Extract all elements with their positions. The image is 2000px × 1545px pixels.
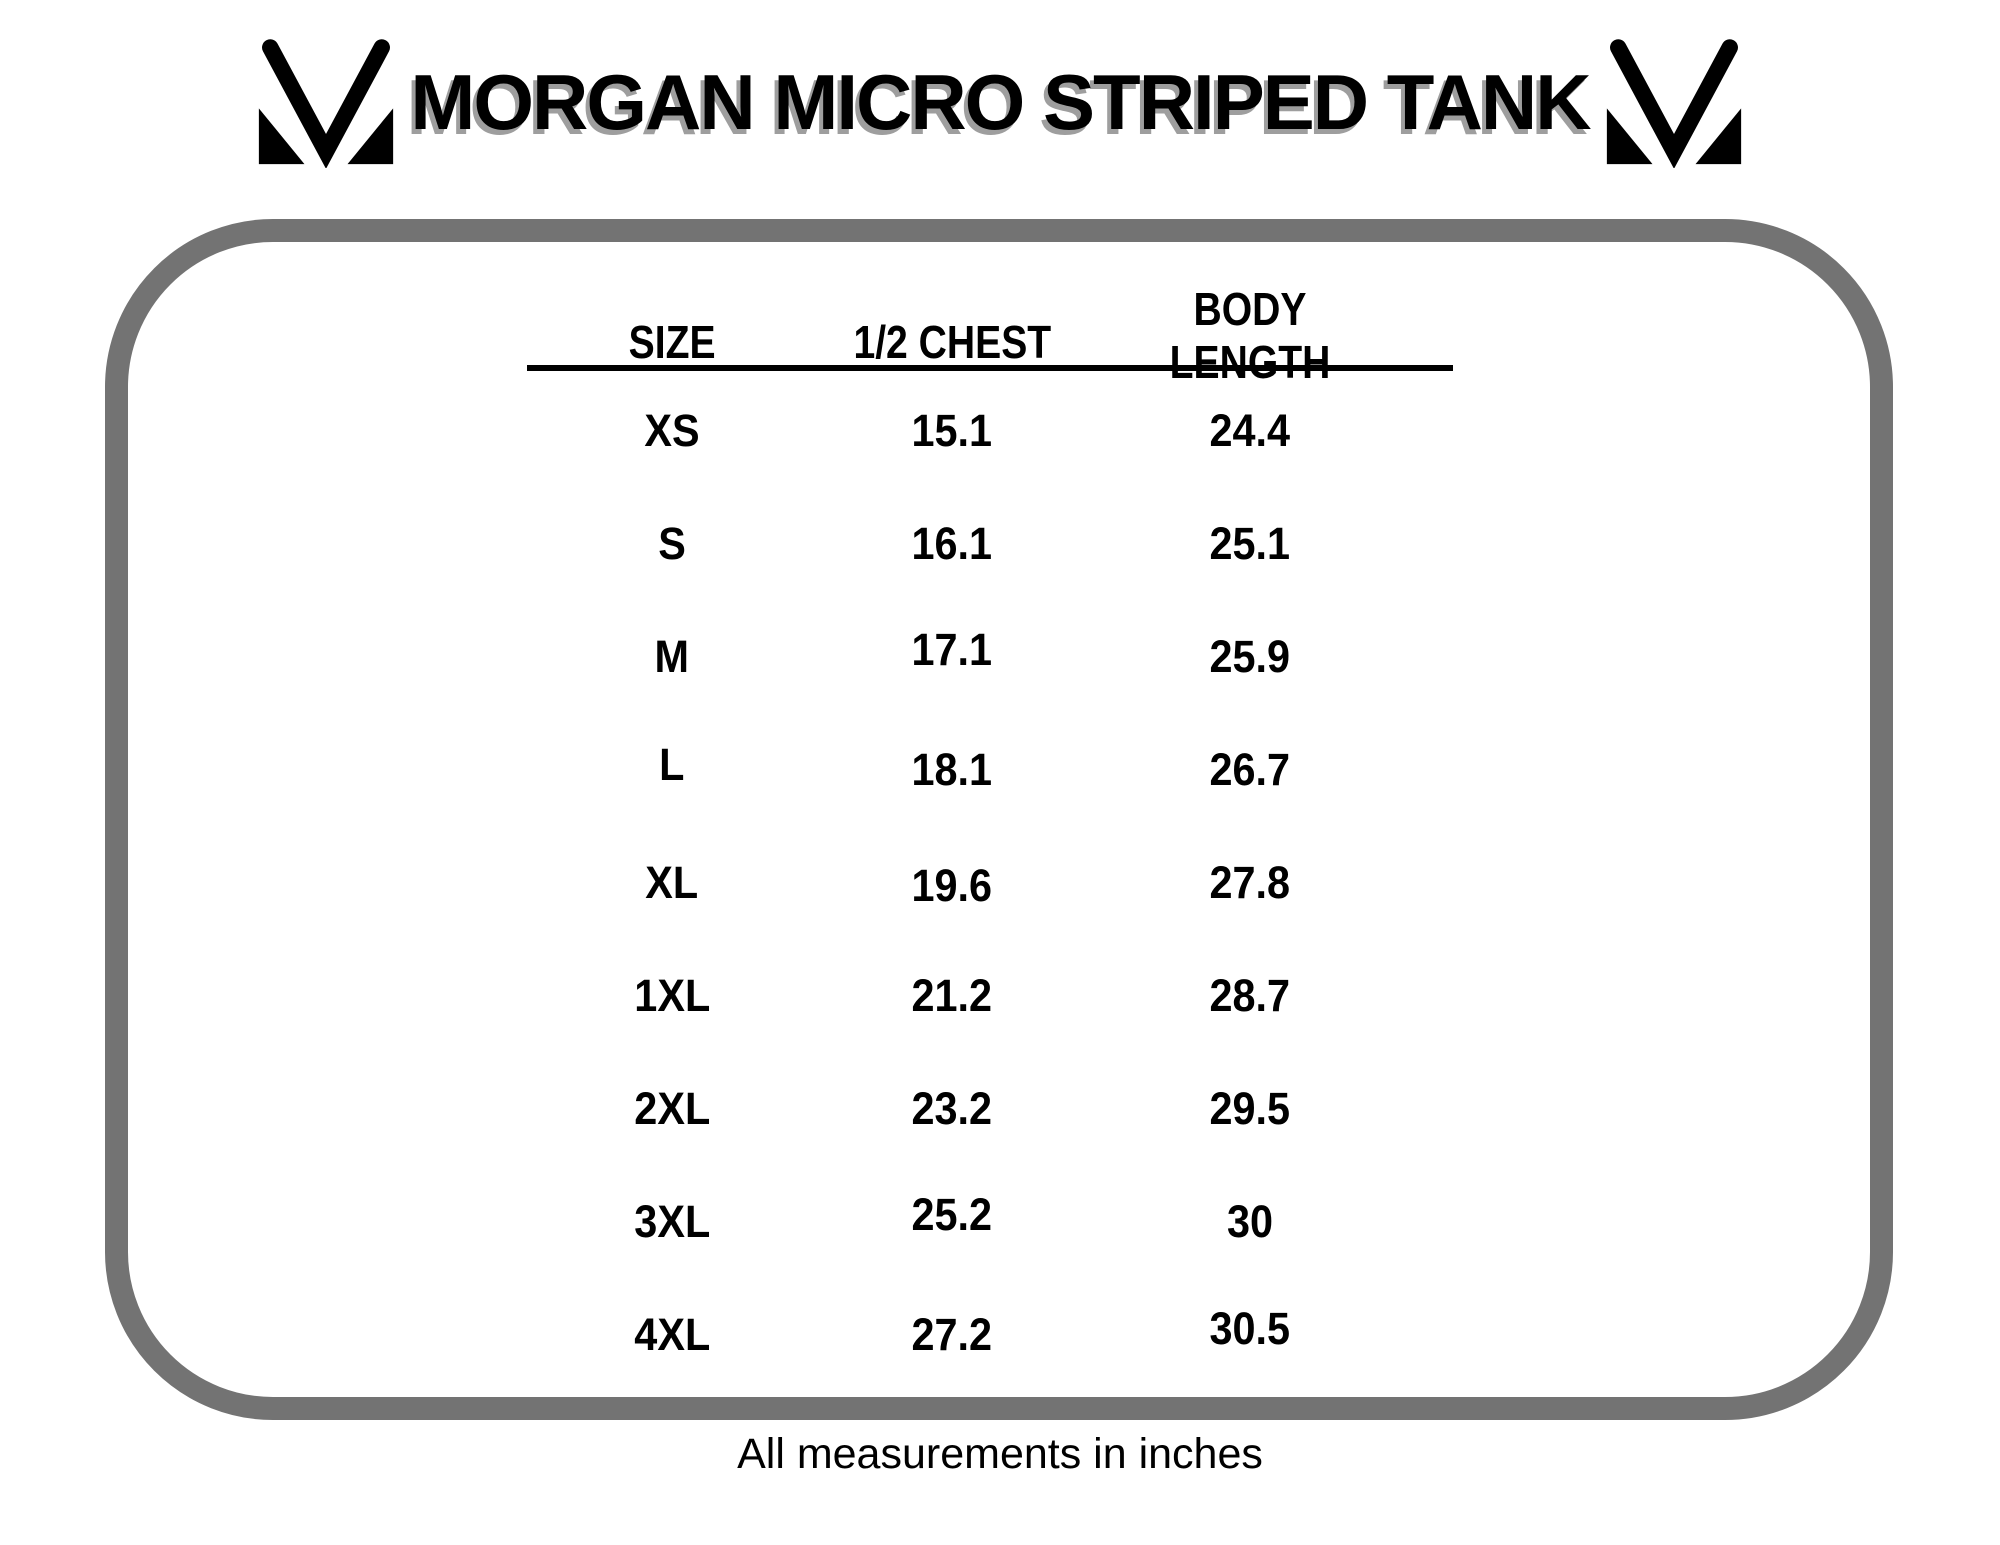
size-table-row: 1XL 21.2 28.7 xyxy=(527,939,1453,1052)
size-table-row: 2XL 23.2 29.5 xyxy=(527,1052,1453,1165)
size-table-row: XL 19.6 27.8 xyxy=(527,826,1453,939)
size-cell: XL xyxy=(527,857,817,909)
size-value: 4XL xyxy=(634,1308,710,1360)
size-cell: 2XL xyxy=(527,1083,817,1135)
body-length-cell: 24.4 xyxy=(1087,405,1413,457)
body-length-cell: 25.1 xyxy=(1087,518,1413,570)
size-value: 3XL xyxy=(634,1195,710,1247)
half-chest-value: 25.2 xyxy=(911,1188,993,1240)
size-cell: L xyxy=(527,739,817,796)
half-chest-value: 23.2 xyxy=(911,1082,993,1134)
size-chart-panel xyxy=(105,219,1893,1420)
body-length-value: 30 xyxy=(1226,1195,1274,1247)
body-length-value: 30.5 xyxy=(1209,1302,1291,1354)
size-table-row: 3XL 25.2 30 xyxy=(527,1165,1453,1278)
body-length-value: 25.9 xyxy=(1209,630,1291,682)
brand-header: MORGAN MICRO STRIPED TANK xyxy=(0,36,2000,168)
body-length-value: 27.8 xyxy=(1209,856,1291,908)
half-chest-cell: 21.2 xyxy=(817,970,1087,1022)
body-length-value: 28.7 xyxy=(1209,969,1291,1021)
half-chest-value: 16.1 xyxy=(911,517,993,569)
size-value: XS xyxy=(644,404,700,456)
body-length-cell: 29.5 xyxy=(1087,1083,1413,1135)
size-table-row: L 18.1 26.7 xyxy=(527,713,1453,826)
half-chest-cell: 18.1 xyxy=(817,744,1087,796)
half-chest-value: 15.1 xyxy=(911,404,993,456)
half-chest-value: 27.2 xyxy=(911,1308,993,1360)
measurements-note: All measurements in inches xyxy=(737,1430,1263,1478)
size-table-row: 4XL 27.2 30.5 xyxy=(527,1278,1453,1391)
size-value: 2XL xyxy=(634,1082,710,1134)
size-table-row: M 17.1 25.9 xyxy=(527,600,1453,713)
column-header-size: SIZE xyxy=(527,316,817,389)
size-value: S xyxy=(658,517,686,569)
half-chest-value: 19.6 xyxy=(911,859,993,911)
half-chest-cell: 25.2 xyxy=(817,1189,1087,1248)
size-cell: 3XL xyxy=(527,1196,817,1248)
body-length-cell: 30.5 xyxy=(1087,1303,1413,1361)
half-chest-value: 21.2 xyxy=(911,969,993,1021)
body-length-cell: 26.7 xyxy=(1087,744,1413,796)
size-cell: 4XL xyxy=(527,1309,817,1361)
body-length-cell: 25.9 xyxy=(1087,631,1413,683)
brand-m-logo-icon xyxy=(1606,39,1741,168)
size-table-row: XS 15.1 24.4 xyxy=(527,374,1453,487)
size-cell: 1XL xyxy=(527,970,817,1022)
column-header-body-length: BODY LENGTH xyxy=(1087,283,1413,390)
half-chest-cell: 15.1 xyxy=(817,405,1087,457)
half-chest-value: 18.1 xyxy=(911,743,993,795)
column-header-half-chest-label: 1/2 CHEST xyxy=(853,316,1051,369)
size-cell: XS xyxy=(527,405,817,457)
size-rows: XS 15.1 24.4 S 16.1 25.1 M 17.1 25.9 xyxy=(527,374,1453,1391)
body-length-value: 25.1 xyxy=(1209,517,1291,569)
half-chest-cell: 27.2 xyxy=(817,1309,1087,1361)
table-header-divider xyxy=(527,365,1453,371)
column-header-body-length-label: BODY LENGTH xyxy=(1169,283,1331,389)
table-header-row: SIZE 1/2 CHEST BODY LENGTH xyxy=(527,283,1453,388)
size-value: M xyxy=(654,630,690,682)
size-table: SIZE 1/2 CHEST BODY LENGTH XS 15.1 24.4 … xyxy=(527,283,1453,1391)
size-value: 1XL xyxy=(634,969,710,1021)
page-title: MORGAN MICRO STRIPED TANK xyxy=(410,57,1591,146)
half-chest-value: 17.1 xyxy=(911,623,993,675)
size-value: XL xyxy=(645,856,699,908)
half-chest-cell: 17.1 xyxy=(817,624,1087,683)
size-table-row: S 16.1 25.1 xyxy=(527,487,1453,600)
body-length-value: 26.7 xyxy=(1209,743,1291,795)
size-cell: S xyxy=(527,518,817,570)
size-value: L xyxy=(659,738,685,790)
half-chest-cell: 23.2 xyxy=(817,1083,1087,1135)
half-chest-cell: 16.1 xyxy=(817,518,1087,570)
half-chest-cell: 19.6 xyxy=(817,857,1087,911)
column-header-size-label: SIZE xyxy=(628,316,716,369)
body-length-value: 29.5 xyxy=(1209,1082,1291,1134)
body-length-cell: 27.8 xyxy=(1087,857,1413,909)
body-length-cell: 30 xyxy=(1087,1196,1413,1248)
size-cell: M xyxy=(527,631,817,683)
body-length-value: 24.4 xyxy=(1209,404,1291,456)
body-length-cell: 28.7 xyxy=(1087,970,1413,1022)
column-header-half-chest: 1/2 CHEST xyxy=(817,316,1087,389)
brand-m-logo-icon xyxy=(259,39,394,168)
